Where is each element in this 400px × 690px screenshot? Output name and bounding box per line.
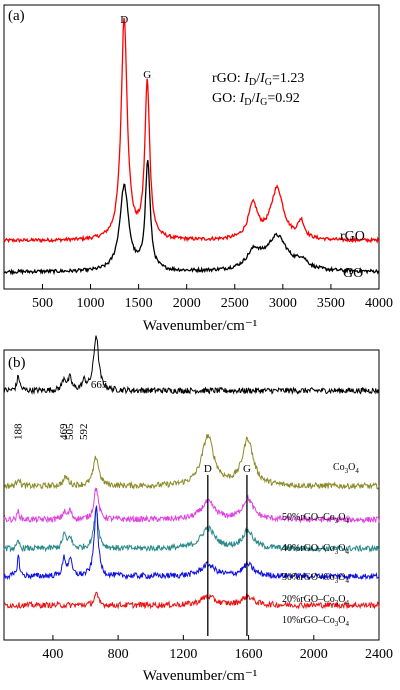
- x-tick-label: 1600: [235, 647, 263, 662]
- x-tick-label: 2000: [173, 296, 201, 311]
- x-tick-label: 2500: [221, 296, 249, 311]
- ratio-line-rgo: rGO: ID/IG=1.23: [212, 71, 304, 88]
- series-label-o: O: [338, 572, 345, 583]
- peak-label-d: D: [120, 14, 128, 26]
- panel-a-series: [3, 17, 380, 276]
- series-line-rgo: [3, 17, 380, 244]
- panel-b-label: (b): [8, 355, 26, 371]
- peak-annotation: 469: [58, 423, 70, 440]
- panel-a-x-axis-label: Wavenumber/cm⁻¹: [143, 318, 258, 334]
- series-label-prefix: 30%rGO–Co: [282, 572, 335, 583]
- subscript-3: 3: [335, 517, 339, 525]
- ratio-go-i-g: I: [254, 91, 261, 106]
- subscript-4: 4: [346, 620, 350, 628]
- x-tick-label: 3500: [317, 296, 345, 311]
- panel-a-x-ticks: 500 1000 1500 2000 2500 3000 3500 4000: [32, 284, 393, 311]
- peak-label-g: G: [143, 69, 151, 81]
- peak-annotation: 188: [12, 423, 24, 440]
- panel-b-series-labels: Co3O450%rGO–Co3O440%rGO–Co3O430%rGO–Co3O…: [282, 462, 359, 628]
- panel-b-frame: [3, 349, 380, 641]
- ratio-rgo-i-d: I: [243, 71, 250, 86]
- subscript-4: 4: [346, 548, 350, 556]
- series-label-prefix: Co: [333, 462, 345, 473]
- subscript-4: 4: [355, 467, 359, 475]
- series-label-o: O: [338, 543, 345, 554]
- series-label-o: O: [338, 594, 345, 605]
- ratio-go-sub-d: D: [244, 97, 251, 108]
- series-label: 40%rGO–Co3O4: [282, 543, 350, 556]
- series-line-go: [3, 159, 380, 276]
- series-label-o: O: [338, 512, 345, 523]
- marker-label-g: G: [243, 463, 251, 475]
- peak-annotation: 505: [64, 423, 76, 440]
- series-label: 30%rGO–Co3O4: [282, 572, 350, 585]
- series-label-prefix: 40%rGO–Co: [282, 543, 335, 554]
- series-line: [3, 434, 380, 490]
- x-tick-label: 4000: [365, 296, 393, 311]
- ratio-go-sub-g: G: [260, 97, 267, 108]
- series-line: [3, 486, 380, 525]
- ratio-go-i-d: I: [239, 91, 246, 106]
- ratio-rgo-sub-d: D: [249, 77, 256, 88]
- series-label-go: GO: [343, 266, 363, 281]
- x-tick-label: 500: [32, 296, 53, 311]
- x-tick-label: 1200: [169, 647, 197, 662]
- series-label: Co3O4: [333, 462, 359, 475]
- x-tick-label: 2000: [300, 647, 328, 662]
- series-line: [3, 508, 380, 553]
- series-label: 50%rGO–Co3O4: [282, 512, 350, 525]
- ratio-rgo-value: =1.23: [272, 71, 304, 86]
- x-tick-label: 2400: [365, 647, 393, 662]
- series-line: [3, 504, 380, 581]
- series-label: 10%rGO–Co3O4: [282, 615, 350, 628]
- subscript-3: 3: [335, 599, 339, 607]
- subscript-4: 4: [346, 517, 350, 525]
- x-tick-label: 1500: [125, 296, 153, 311]
- panel-b-x-ticks: 400 800 1200 1600 2000 2400: [42, 635, 393, 662]
- peak-annotation: 665: [91, 379, 108, 391]
- x-tick-label: 1000: [77, 296, 105, 311]
- subscript-4: 4: [346, 599, 350, 607]
- peak-annotation: 592: [78, 424, 90, 441]
- x-tick-label: 400: [42, 647, 63, 662]
- subscript-3: 3: [335, 620, 339, 628]
- series-line: [3, 335, 380, 395]
- x-tick-label: 800: [108, 647, 129, 662]
- ratio-go-slash: /: [252, 91, 256, 106]
- series-label-prefix: 20%rGO–Co: [282, 594, 335, 605]
- subscript-4: 4: [346, 577, 350, 585]
- series-label-prefix: 10%rGO–Co: [282, 615, 335, 626]
- panel-a: (a) 500 1000 1500 2000 2500 3000 3500 4000 D G …: [3, 4, 393, 334]
- panel-b-series: [3, 335, 380, 610]
- series-line: [3, 591, 380, 610]
- series-label-o: O: [348, 462, 355, 473]
- ratio-go-value: =0.92: [267, 91, 299, 106]
- ratio-rgo-prefix: rGO:: [212, 71, 244, 86]
- series-label-rgo: rGO: [340, 229, 365, 244]
- ratio-line-go: GO: ID/IG=0.92: [212, 91, 300, 108]
- ratio-rgo-slash: /: [256, 71, 260, 86]
- panel-b-x-axis-label: Wavenumber/cm⁻¹: [143, 668, 258, 684]
- ratio-go-prefix: GO:: [212, 91, 240, 106]
- subscript-3: 3: [335, 577, 339, 585]
- series-label: 20%rGO–Co3O4: [282, 594, 350, 607]
- ratio-rgo-sub-g: G: [265, 77, 272, 88]
- series-label-prefix: 50%rGO–Co: [282, 512, 335, 523]
- ratio-rgo-i-g: I: [259, 71, 266, 86]
- panel-a-frame: [3, 4, 380, 290]
- marker-label-d: D: [204, 463, 212, 475]
- subscript-3: 3: [335, 548, 339, 556]
- series-label-o: O: [338, 615, 345, 626]
- x-tick-label: 3000: [269, 296, 297, 311]
- panel-a-label: (a): [8, 8, 25, 24]
- subscript-3: 3: [345, 467, 349, 475]
